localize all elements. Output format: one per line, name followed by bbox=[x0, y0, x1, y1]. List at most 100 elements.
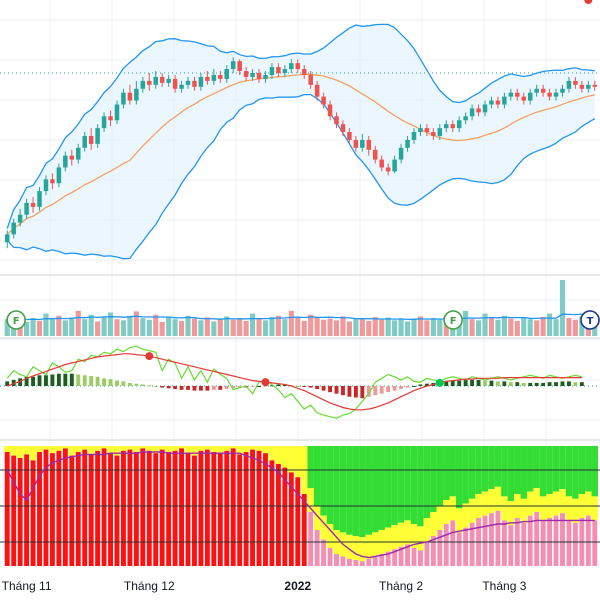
oscillator-mid-fill bbox=[455, 508, 463, 533]
oscillator-mid-fill bbox=[585, 491, 592, 516]
macd-histogram-bar bbox=[457, 380, 462, 386]
macd-histogram-bar bbox=[463, 379, 468, 386]
volume-bar bbox=[153, 314, 159, 336]
macd-histogram-bar bbox=[89, 376, 94, 386]
volume-bar bbox=[127, 315, 133, 336]
macd-histogram-bar bbox=[353, 386, 358, 398]
volume-bar bbox=[282, 319, 288, 336]
oscillator-bar bbox=[263, 453, 268, 566]
macd-histogram-bar bbox=[444, 381, 449, 386]
oscillator-mid-fill bbox=[268, 446, 276, 461]
macd-histogram-bar bbox=[5, 381, 10, 386]
volume-bar bbox=[308, 314, 314, 336]
candle-body bbox=[63, 155, 68, 168]
oscillator-bar bbox=[88, 454, 94, 566]
candle-body bbox=[431, 132, 436, 136]
candle-body bbox=[30, 202, 36, 207]
volume-bar bbox=[501, 315, 507, 336]
volume-bar bbox=[256, 318, 262, 336]
candle-body bbox=[153, 76, 158, 85]
oscillator-upper-fill bbox=[455, 446, 463, 509]
macd-histogram-bar bbox=[115, 380, 119, 386]
oscillator-bar bbox=[120, 450, 126, 566]
volume-bar bbox=[166, 316, 172, 336]
oscillator-pane[interactable] bbox=[0, 446, 600, 566]
macd-histogram-bar bbox=[567, 381, 571, 386]
macd-histogram-bar bbox=[211, 386, 216, 390]
oscillator-bar bbox=[24, 454, 30, 566]
volume-bar bbox=[392, 320, 398, 336]
macd-histogram-bar bbox=[495, 381, 500, 386]
macd-histogram-bar bbox=[424, 383, 429, 386]
candle-body bbox=[43, 179, 49, 192]
candle-body bbox=[534, 88, 539, 93]
macd-histogram-bar bbox=[508, 382, 513, 386]
oscillator-bar bbox=[11, 455, 17, 566]
volume-bar bbox=[385, 317, 391, 336]
candle-body bbox=[476, 108, 481, 113]
oscillator-bar bbox=[237, 454, 243, 566]
macd-histogram-bar bbox=[282, 384, 287, 386]
oscillator-bar bbox=[443, 524, 449, 566]
volume-bar bbox=[69, 317, 75, 336]
oscillator-mid-fill bbox=[294, 446, 301, 478]
oscillator-bar bbox=[405, 544, 410, 566]
candle-body bbox=[230, 61, 236, 70]
oscillator-bar bbox=[295, 477, 301, 566]
volume-bar bbox=[191, 318, 198, 336]
oscillator-mid-fill bbox=[29, 446, 37, 461]
oscillator-bar bbox=[572, 522, 578, 566]
oscillator-bar bbox=[346, 558, 352, 566]
oscillator-line bbox=[6, 451, 595, 559]
oscillator-mid-fill bbox=[443, 500, 450, 524]
oscillator-mid-fill bbox=[184, 446, 192, 454]
volume-pane[interactable]: FFST bbox=[4, 280, 600, 336]
oscillator-mid-fill bbox=[68, 446, 76, 456]
oscillator-mid-fill bbox=[320, 515, 327, 540]
volume-bar bbox=[185, 315, 191, 336]
macd-histogram-bar bbox=[50, 374, 55, 386]
volume-bar bbox=[572, 319, 578, 336]
oscillator-upper-fill bbox=[313, 446, 321, 506]
candle-body bbox=[250, 73, 255, 77]
candle-body bbox=[334, 116, 339, 125]
oscillator-mid-fill bbox=[223, 446, 230, 451]
oscillator-mid-fill bbox=[488, 489, 495, 514]
oscillator-bar bbox=[327, 548, 333, 566]
volume-badge-label: F bbox=[13, 316, 20, 327]
price-pane[interactable] bbox=[0, 23, 600, 260]
oscillator-bar bbox=[553, 515, 559, 566]
volume-bar bbox=[527, 319, 533, 336]
oscillator-bar bbox=[469, 522, 475, 566]
oscillator-mid-fill bbox=[391, 525, 398, 550]
oscillator-upper-fill bbox=[494, 446, 502, 487]
oscillator-upper-fill bbox=[307, 446, 314, 488]
volume-bar bbox=[327, 318, 333, 336]
volume-bar bbox=[159, 322, 165, 336]
macd-histogram-bar bbox=[198, 386, 203, 391]
volume-bar bbox=[333, 320, 340, 336]
macd-histogram-bar bbox=[24, 376, 29, 386]
volume-badge bbox=[6, 310, 26, 330]
oscillator-bar bbox=[372, 556, 378, 566]
macd-pane[interactable] bbox=[0, 0, 600, 419]
candle-body bbox=[295, 63, 301, 70]
oscillator-mid-fill bbox=[113, 446, 121, 456]
candle-body bbox=[243, 71, 249, 77]
candle-body bbox=[385, 167, 391, 172]
oscillator-upper-fill bbox=[333, 446, 340, 530]
oscillator-upper-fill bbox=[481, 446, 489, 492]
candle-body bbox=[437, 128, 443, 136]
candle-body bbox=[327, 104, 333, 117]
oscillator-mid-fill bbox=[10, 446, 17, 456]
candle-body bbox=[527, 92, 533, 101]
oscillator-bar bbox=[185, 453, 191, 566]
oscillator-mid-fill bbox=[436, 506, 444, 530]
oscillator-bar bbox=[424, 542, 430, 566]
macd-histogram-bar bbox=[192, 386, 197, 391]
candle-body bbox=[95, 128, 100, 144]
oscillator-bar bbox=[592, 520, 598, 566]
candle-body bbox=[237, 61, 242, 72]
oscillator-bar bbox=[204, 449, 210, 566]
